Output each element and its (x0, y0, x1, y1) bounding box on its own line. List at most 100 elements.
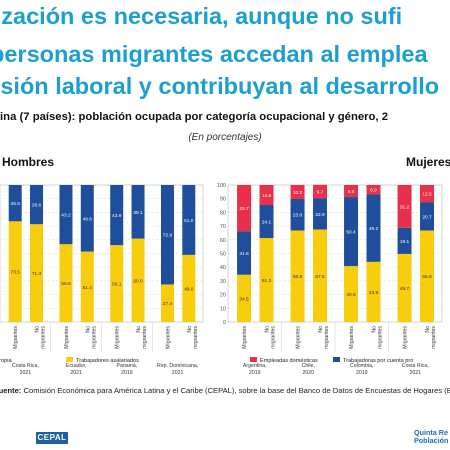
group-label: 2020 (302, 370, 314, 376)
group-label: Chile, (302, 363, 315, 369)
panel-title-women: Mujeres (406, 155, 450, 169)
category-label: No (318, 326, 324, 333)
title-line-2: personas migrantes accedan al emplea (0, 41, 428, 67)
bar-segment (259, 238, 274, 322)
category-label: migrantes (378, 326, 384, 349)
bar-segment (80, 185, 94, 252)
category-label: Migrantes (403, 326, 409, 349)
y-tick-label: 10 (220, 306, 226, 312)
category-label: No (372, 326, 378, 333)
group-label: Rep. Dominicana, (157, 363, 198, 369)
category-label: migrantes (91, 326, 97, 349)
data-label: 66.8 (422, 274, 432, 280)
legend-swatch (250, 357, 257, 362)
data-label: 60.9 (133, 278, 143, 284)
y-tick-label: 50 (220, 252, 226, 258)
data-label: 9.7 (317, 190, 324, 196)
y-tick-label: 0 (223, 320, 226, 326)
brand-line-2: Población (414, 436, 449, 445)
y-tick-label: 40 (220, 265, 226, 271)
group-label: 2019 (249, 370, 261, 376)
data-label: 28.6 (32, 203, 42, 209)
data-label: 67.5 (315, 274, 325, 280)
category-label: migrantes (142, 326, 148, 349)
bar-segment (237, 231, 252, 275)
data-label: 33.7 (239, 206, 249, 212)
bar-segment (366, 194, 381, 262)
category-label: Migrantes (242, 326, 248, 349)
data-label: 49.0 (184, 286, 194, 292)
bar-segment (397, 253, 412, 322)
bar-segment (420, 230, 435, 322)
category-label: Migrantes (165, 326, 171, 349)
data-label: 27.4 (163, 301, 173, 307)
bar-segment (397, 227, 412, 254)
y-tick-label: 90 (220, 197, 226, 203)
legend-swatch (333, 357, 340, 362)
data-label: 43.2 (61, 213, 71, 219)
source-label: Fuente: (0, 386, 22, 395)
bar-segment (313, 229, 328, 322)
data-label: 51.4 (83, 285, 93, 291)
bar-segment (366, 185, 381, 195)
bar-segment (110, 245, 124, 322)
bar-segment (420, 202, 435, 231)
group-label: Ecuador, (66, 363, 86, 369)
legend-label: propia (0, 358, 12, 364)
cepal-logo: CEPAL (36, 432, 68, 444)
data-label: 56.1 (112, 282, 122, 288)
bar-segment (290, 198, 305, 231)
bar-segment (160, 284, 174, 322)
category-label: migrantes (271, 326, 277, 349)
data-label: 23.0 (293, 213, 303, 219)
data-label: 40.8 (346, 292, 356, 298)
source-note: Fuente: Comisión Económica para América … (0, 386, 450, 395)
group-label: 2021 (172, 370, 184, 376)
data-label: 19.1 (400, 239, 410, 245)
bar-segment (313, 184, 328, 199)
bar-segment (397, 185, 412, 228)
panel-title-men: Hombres (2, 155, 55, 169)
group-label: 2019 (356, 370, 368, 376)
group-label: 2021 (409, 370, 421, 376)
data-label: 73.5 (11, 270, 21, 276)
group-label: Costa Rica, (402, 363, 429, 369)
bar-segment (237, 274, 252, 322)
bar-segment (30, 224, 44, 322)
y-tick-label: 60 (220, 238, 226, 244)
y-tick-label: 30 (220, 279, 226, 285)
data-label: 8.8 (348, 189, 355, 195)
bar-segment (110, 185, 124, 246)
data-label: 49.7 (400, 286, 410, 292)
category-label: No (35, 326, 41, 333)
data-label: 6.9 (370, 188, 377, 194)
bar-segment (290, 230, 305, 322)
data-label: 31.2 (400, 204, 410, 210)
bar-segment (30, 185, 44, 225)
category-label: Migrantes (349, 326, 355, 349)
data-label: 31.8 (239, 251, 249, 257)
data-label: 34.5 (239, 296, 249, 302)
bar-segment (290, 185, 305, 199)
category-label: migrantes (431, 326, 437, 349)
data-label: 66.8 (293, 274, 303, 280)
y-tick-label: 80 (220, 210, 226, 216)
group-label: Costa Rica, (12, 363, 39, 369)
category-label: Migrantes (64, 326, 70, 349)
data-label: 14.6 (262, 193, 272, 199)
bar-segment (259, 205, 274, 239)
data-label: 51.0 (184, 218, 194, 224)
data-label: 72.6 (163, 233, 173, 239)
bar-segment (80, 251, 94, 322)
bar-segment (237, 185, 252, 232)
bar-segment (59, 244, 73, 322)
bar-segment (131, 185, 145, 239)
category-label: No (136, 326, 142, 333)
group-label: 2021 (70, 370, 82, 376)
event-brand: Quinta Re Población (414, 429, 448, 445)
bar-segment (344, 266, 359, 322)
data-label: 24.1 (262, 220, 272, 226)
units-note: (En porcentajes) (188, 132, 262, 143)
bar-segment (313, 198, 328, 230)
